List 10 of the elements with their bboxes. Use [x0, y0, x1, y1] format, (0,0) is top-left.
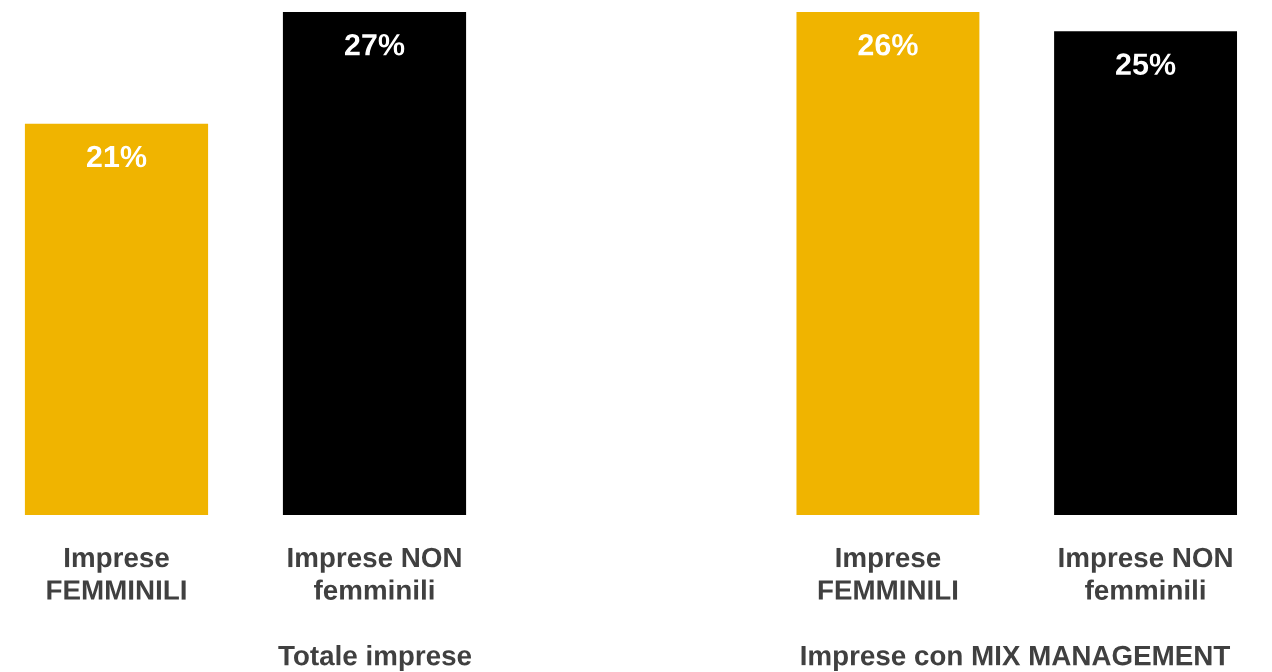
x-axis-title: Totale imprese — [278, 645, 472, 671]
x-tick-label: Imprese FEMMINILI — [47, 547, 186, 600]
data-label: 25% — [1116, 53, 1176, 75]
data-label: 26% — [858, 33, 918, 56]
x-axis-title: Imprese con MIX MANAGEMENT — [801, 645, 1231, 671]
x-tick-label: Imprese NON femminili — [288, 547, 461, 600]
x-tick-label: Imprese NON femminili — [1059, 547, 1232, 600]
x-tick-label: Imprese FEMMINILI — [818, 547, 958, 600]
data-label: 21% — [86, 145, 147, 168]
data-label: 27% — [344, 33, 405, 56]
